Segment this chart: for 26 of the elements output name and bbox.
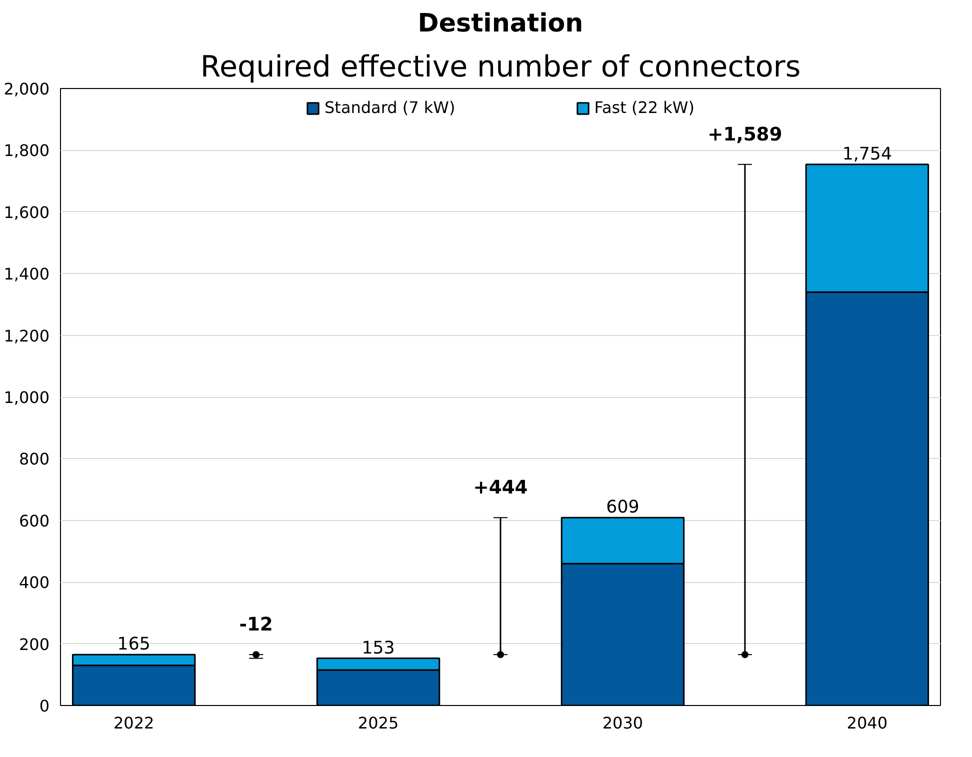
total-label: 165 bbox=[117, 634, 150, 655]
x-tick-label: 2040 bbox=[846, 714, 888, 732]
x-tick-label: 2030 bbox=[602, 714, 644, 732]
y-tick-label: 400 bbox=[18, 573, 50, 592]
legend-label: Fast (22 kW) bbox=[594, 98, 694, 117]
annotation: +1,589 bbox=[708, 124, 782, 146]
legend-label: Standard (7 kW) bbox=[324, 98, 456, 117]
y-tick-label: 1,200 bbox=[4, 326, 50, 346]
y-tick-label: 1,800 bbox=[4, 141, 50, 160]
total-label: 609 bbox=[606, 498, 640, 518]
annotation: +444 bbox=[473, 478, 528, 499]
annotation: -12 bbox=[239, 614, 273, 636]
chart-title: Destination bbox=[418, 8, 584, 38]
y-tick-label: 600 bbox=[18, 511, 50, 530]
x-tick-label: 2022 bbox=[113, 714, 154, 732]
y-tick-label: 1,400 bbox=[4, 264, 50, 284]
chart-subtitle: Required effective number of connectors bbox=[200, 50, 801, 84]
y-tick-label: 200 bbox=[18, 634, 50, 654]
total-label: 1,754 bbox=[842, 144, 892, 164]
x-tick-label: 2025 bbox=[358, 714, 399, 732]
y-tick-label: 800 bbox=[18, 450, 50, 469]
y-tick-label: 0 bbox=[39, 696, 50, 716]
y-tick-label: 2,000 bbox=[4, 80, 50, 98]
total-label: 153 bbox=[362, 638, 395, 658]
y-tick-label: 1,000 bbox=[4, 388, 50, 407]
y-tick-label: 1,600 bbox=[4, 202, 50, 222]
